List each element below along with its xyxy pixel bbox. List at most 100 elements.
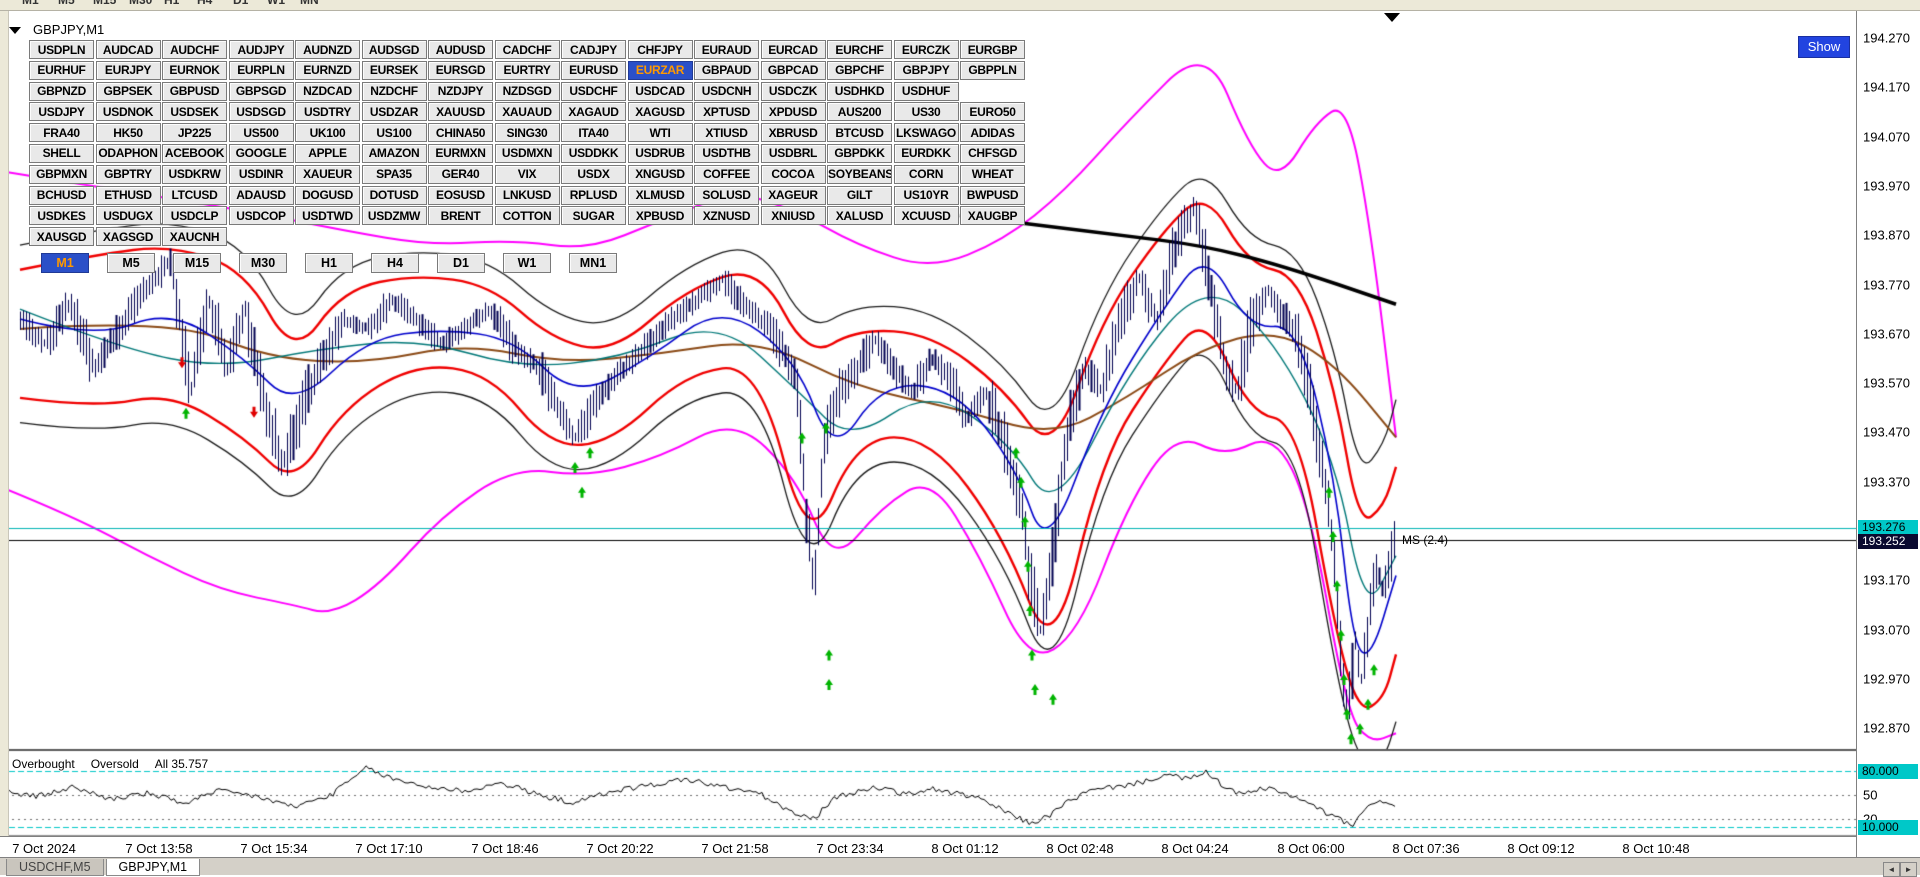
symbol-button-XCUUSD[interactable]: XCUUSD [893, 206, 959, 226]
timeframe-button-M15[interactable]: M15 [173, 253, 221, 273]
symbol-button-LNKUSD[interactable]: LNKUSD [494, 185, 560, 205]
symbol-button-RPLUSD[interactable]: RPLUSD [561, 185, 626, 205]
symbol-button-EURAUD[interactable]: EURAUD [694, 40, 759, 59]
toolbar-timeframe-MN[interactable]: MN [300, 0, 319, 7]
symbol-button-USDZAR[interactable]: USDZAR [361, 102, 427, 122]
symbol-button-DOTUSD[interactable]: DOTUSD [361, 185, 427, 205]
symbol-button-SUGAR[interactable]: SUGAR [561, 206, 626, 226]
symbol-button-USDCLP[interactable]: USDCLP [162, 206, 227, 226]
symbol-button-XZNUSD[interactable]: XZNUSD [694, 206, 759, 226]
symbol-button-ACEBOOK[interactable]: ACEBOOK [162, 143, 227, 163]
symbol-button-USDBRL[interactable]: USDBRL [760, 143, 826, 163]
symbol-button-COTTON[interactable]: COTTON [494, 206, 560, 226]
symbol-button-LTCUSD[interactable]: LTCUSD [162, 185, 227, 205]
symbol-button-JP225[interactable]: JP225 [162, 123, 227, 143]
symbol-button-USDCAD[interactable]: USDCAD [627, 81, 693, 101]
symbol-button-BCHUSD[interactable]: BCHUSD [29, 185, 94, 205]
symbol-button-BTCUSD[interactable]: BTCUSD [827, 123, 892, 143]
chart-tab-GBPJPY-M1[interactable]: GBPJPY,M1 [105, 859, 201, 876]
symbol-button-US500[interactable]: US500 [228, 123, 294, 143]
symbol-button-USDUGX[interactable]: USDUGX [95, 206, 161, 226]
symbol-button-GBPAUD[interactable]: GBPAUD [694, 60, 759, 80]
symbol-button-SOLUSD[interactable]: SOLUSD [694, 185, 759, 205]
symbol-button-USDKRW[interactable]: USDKRW [162, 164, 227, 184]
symbol-button-XAUAUD[interactable]: XAUAUD [494, 102, 560, 122]
symbol-button-USDSEK[interactable]: USDSEK [162, 102, 227, 122]
symbol-button-COFFEE[interactable]: COFFEE [694, 164, 759, 184]
symbol-button-XAUSGD[interactable]: XAUSGD [29, 227, 94, 247]
toolbar-timeframe-H1[interactable]: H1 [164, 0, 180, 7]
symbol-button-GBPSGD[interactable]: GBPSGD [228, 81, 294, 101]
symbol-button-ODAPHON[interactable]: ODAPHON [95, 143, 161, 163]
symbol-button-USDHUF[interactable]: USDHUF [893, 81, 959, 101]
symbol-button-APPLE[interactable]: APPLE [295, 143, 360, 163]
symbol-button-US30[interactable]: US30 [893, 102, 959, 122]
symbol-button-EURGBP[interactable]: EURGBP [960, 40, 1025, 59]
symbol-button-XAUCNH[interactable]: XAUCNH [162, 227, 227, 247]
symbol-button-XPDUSD[interactable]: XPDUSD [760, 102, 826, 122]
symbol-button-UK100[interactable]: UK100 [295, 123, 360, 143]
symbol-button-VIX[interactable]: VIX [494, 164, 560, 184]
symbol-button-AUDNZD[interactable]: AUDNZD [295, 40, 360, 59]
symbol-button-BWPUSD[interactable]: BWPUSD [960, 185, 1025, 205]
toolbar-timeframe-M30[interactable]: M30 [129, 0, 153, 7]
symbol-button-XAGEUR[interactable]: XAGEUR [760, 185, 826, 205]
symbol-button-EURSEK[interactable]: EURSEK [361, 60, 427, 80]
symbol-button-XAUGBP[interactable]: XAUGBP [960, 206, 1025, 226]
symbol-button-USDTWD[interactable]: USDTWD [295, 206, 360, 226]
symbol-button-USDHKD[interactable]: USDHKD [827, 81, 892, 101]
symbol-button-EURNOK[interactable]: EURNOK [162, 60, 227, 80]
symbol-button-USDDKK[interactable]: USDDKK [561, 143, 626, 163]
toolbar-timeframe-M15[interactable]: M15 [93, 0, 117, 7]
symbol-button-EURZAR[interactable]: EURZAR [627, 60, 693, 80]
timeframe-button-H1[interactable]: H1 [305, 253, 353, 273]
symbol-button-WTI[interactable]: WTI [627, 123, 693, 143]
symbol-button-FRA40[interactable]: FRA40 [29, 123, 94, 143]
symbol-button-USDTHB[interactable]: USDTHB [694, 143, 759, 163]
timeframe-button-MN1[interactable]: MN1 [569, 253, 617, 273]
symbol-button-XAGSGD[interactable]: XAGSGD [95, 227, 161, 247]
symbol-button-US10YR[interactable]: US10YR [893, 185, 959, 205]
symbol-button-AUDUSD[interactable]: AUDUSD [428, 40, 493, 59]
symbol-button-XNGUSD[interactable]: XNGUSD [627, 164, 693, 184]
symbol-button-WHEAT[interactable]: WHEAT [960, 164, 1025, 184]
symbol-button-GILT[interactable]: GILT [827, 185, 892, 205]
symbol-button-GBPNZD[interactable]: GBPNZD [29, 81, 94, 101]
symbol-button-XAGAUD[interactable]: XAGAUD [561, 102, 626, 122]
toolbar-timeframe-H4[interactable]: H4 [197, 0, 213, 7]
symbol-button-XNIUSD[interactable]: XNIUSD [760, 206, 826, 226]
symbol-button-ADAUSD[interactable]: ADAUSD [228, 185, 294, 205]
symbol-button-GER40[interactable]: GER40 [428, 164, 493, 184]
symbol-button-USDKES[interactable]: USDKES [29, 206, 94, 226]
symbol-button-EURUSD[interactable]: EURUSD [561, 60, 626, 80]
symbol-button-CADCHF[interactable]: CADCHF [494, 40, 560, 59]
symbol-button-HK50[interactable]: HK50 [95, 123, 161, 143]
symbol-button-BRENT[interactable]: BRENT [428, 206, 493, 226]
symbol-button-AMAZON[interactable]: AMAZON [361, 143, 427, 163]
symbol-button-XLMUSD[interactable]: XLMUSD [627, 185, 693, 205]
timeframe-button-H4[interactable]: H4 [371, 253, 419, 273]
symbol-button-USDCOP[interactable]: USDCOP [228, 206, 294, 226]
symbol-button-USDSGD[interactable]: USDSGD [228, 102, 294, 122]
symbol-button-COCOA[interactable]: COCOA [760, 164, 826, 184]
symbol-button-XTIUSD[interactable]: XTIUSD [694, 123, 759, 143]
symbol-button-ADIDAS[interactable]: ADIDAS [960, 123, 1025, 143]
symbol-button-EURCZK[interactable]: EURCZK [893, 40, 959, 59]
symbol-button-USDCNH[interactable]: USDCNH [694, 81, 759, 101]
time-axis[interactable]: 7 Oct 2024 7 Oct 13:58 7 Oct 15:34 7 Oct 17… [0, 836, 1856, 858]
symbol-button-EURNZD[interactable]: EURNZD [295, 60, 360, 80]
symbol-button-EURHUF[interactable]: EURHUF [29, 60, 94, 80]
symbol-button-SING30[interactable]: SING30 [494, 123, 560, 143]
timeframe-button-M1[interactable]: M1 [41, 253, 89, 273]
symbol-button-CADJPY[interactable]: CADJPY [561, 40, 626, 59]
symbol-button-USDCHF[interactable]: USDCHF [561, 81, 626, 101]
symbol-button-USDINR[interactable]: USDINR [228, 164, 294, 184]
timeframe-button-M5[interactable]: M5 [107, 253, 155, 273]
symbol-button-XAGUSD[interactable]: XAGUSD [627, 102, 693, 122]
timeframe-button-M30[interactable]: M30 [239, 253, 287, 273]
symbol-button-EURCAD[interactable]: EURCAD [760, 40, 826, 59]
symbol-button-USDMXN[interactable]: USDMXN [494, 143, 560, 163]
symbol-button-SHELL[interactable]: SHELL [29, 143, 94, 163]
symbol-button-US100[interactable]: US100 [361, 123, 427, 143]
symbol-button-GBPCAD[interactable]: GBPCAD [760, 60, 826, 80]
